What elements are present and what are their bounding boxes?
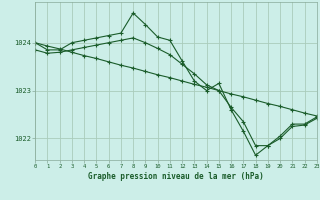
X-axis label: Graphe pression niveau de la mer (hPa): Graphe pression niveau de la mer (hPa) bbox=[88, 172, 264, 181]
